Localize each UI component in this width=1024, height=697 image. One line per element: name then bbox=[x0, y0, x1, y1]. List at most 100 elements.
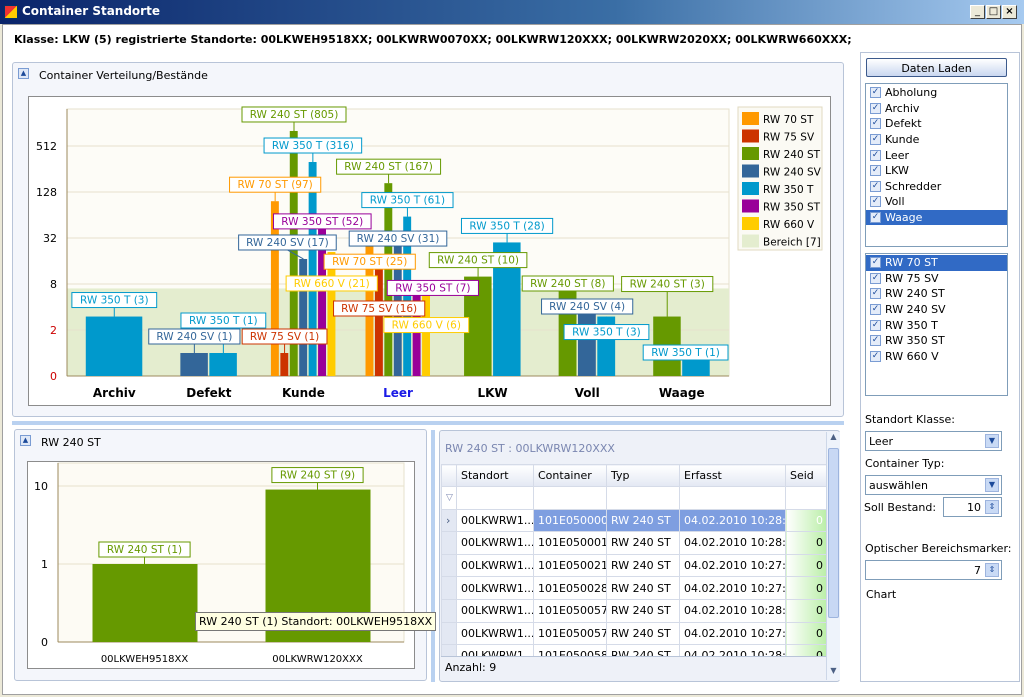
location-item[interactable]: ✓ Abholung bbox=[866, 85, 1007, 101]
column-header-typ[interactable]: Typ bbox=[606, 464, 680, 487]
location-item[interactable]: ✓ Schredder bbox=[866, 179, 1007, 195]
checkbox-icon[interactable]: ✓ bbox=[870, 350, 881, 362]
filter-row[interactable]: ▽ bbox=[441, 486, 826, 510]
cell-standort[interactable]: 00LKWRW1... bbox=[456, 508, 534, 533]
type-item[interactable]: ✓ RW 75 SV bbox=[866, 271, 1007, 287]
checkbox-icon[interactable]: ✓ bbox=[870, 134, 881, 146]
checkbox-icon[interactable]: ✓ bbox=[870, 87, 881, 99]
type-checklist[interactable]: ✓ RW 70 ST ✓ RW 75 SV ✓ RW 240 ST ✓ RW 240 SV ✓ R… bbox=[865, 253, 1008, 396]
collapse-icon[interactable]: ▲ bbox=[20, 435, 31, 446]
table-row[interactable]: 00LKWRW1...101E0500016RW 240 ST04.02.201… bbox=[441, 531, 826, 555]
type-item[interactable]: ✓ RW 70 ST bbox=[866, 255, 1007, 271]
cell-seid[interactable]: 0 bbox=[785, 621, 826, 646]
standort-klasse-select[interactable]: Leer ▼ bbox=[865, 431, 1002, 451]
chevron-down-icon[interactable]: ▼ bbox=[985, 434, 999, 448]
checkbox-icon[interactable]: ✓ bbox=[870, 118, 881, 130]
cell-container[interactable]: 101E0500016 bbox=[533, 531, 607, 555]
table-row[interactable]: 00LKWRW1...101E0500571RW 240 ST04.02.201… bbox=[441, 598, 826, 623]
row-indicator[interactable] bbox=[441, 644, 457, 656]
cell-container[interactable]: 101E0500575 bbox=[533, 621, 607, 646]
cell-container[interactable]: 101E0500571 bbox=[533, 598, 607, 623]
checkbox-icon[interactable]: ✓ bbox=[870, 335, 881, 347]
table-row[interactable]: 00LKWRW1...101E0500575RW 240 ST04.02.201… bbox=[441, 621, 826, 646]
cell-typ[interactable]: RW 240 ST bbox=[606, 598, 680, 623]
checkbox-icon[interactable]: ✓ bbox=[870, 165, 881, 177]
checkbox-icon[interactable]: ✓ bbox=[870, 272, 881, 284]
scroll-down-icon[interactable]: ▼ bbox=[830, 666, 837, 675]
checkbox-icon[interactable]: ✓ bbox=[870, 149, 881, 161]
location-item[interactable]: ✓ Defekt bbox=[866, 116, 1007, 132]
table-row[interactable]: 00LKWRW1...101E0500218RW 240 ST04.02.201… bbox=[441, 553, 826, 578]
checkbox-icon[interactable]: ✓ bbox=[870, 212, 881, 224]
collapse-icon[interactable]: ▲ bbox=[18, 68, 29, 79]
location-item[interactable]: ✓ Voll bbox=[866, 194, 1007, 210]
filter-icon[interactable]: ▽ bbox=[441, 486, 457, 510]
type-item[interactable]: ✓ RW 240 SV bbox=[866, 302, 1007, 318]
cell-container[interactable]: 101E0500003 bbox=[533, 508, 607, 533]
location-item[interactable]: ✓ Leer bbox=[866, 147, 1007, 163]
checkbox-icon[interactable]: ✓ bbox=[870, 196, 881, 208]
location-item[interactable]: ✓ LKW bbox=[866, 163, 1007, 179]
row-indicator[interactable] bbox=[441, 621, 457, 646]
cell-erfasst[interactable]: 04.02.2010 10:28:54 bbox=[679, 598, 786, 623]
cell-seid[interactable]: 0 bbox=[785, 531, 826, 555]
checkbox-icon[interactable]: ✓ bbox=[870, 257, 881, 269]
type-item[interactable]: ✓ RW 350 T bbox=[866, 317, 1007, 333]
checkbox-icon[interactable]: ✓ bbox=[870, 102, 881, 114]
cell-standort[interactable]: 00LKWRW1... bbox=[456, 621, 534, 646]
cell-erfasst[interactable]: 04.02.2010 10:28:58 bbox=[679, 644, 786, 656]
cell-seid[interactable]: 0 bbox=[785, 576, 826, 600]
cell-standort[interactable]: 00LKWRW1... bbox=[456, 598, 534, 623]
checkbox-icon[interactable]: ✓ bbox=[870, 180, 881, 192]
location-checklist[interactable]: ✓ Abholung ✓ Archiv ✓ Defekt ✓ Kunde ✓ Leer ✓ LKW ✓ S… bbox=[865, 83, 1008, 247]
type-item[interactable]: ✓ RW 240 ST bbox=[866, 286, 1007, 302]
maximize-button[interactable]: □ bbox=[986, 5, 1001, 19]
scroll-up-icon[interactable]: ▲ bbox=[830, 432, 837, 441]
spinner-icon[interactable]: ⇕ bbox=[985, 500, 999, 514]
column-header-erfasst[interactable]: Erfasst bbox=[679, 464, 786, 487]
row-indicator[interactable]: › bbox=[441, 508, 457, 533]
table-row[interactable]: ›00LKWRW1...101E0500003RW 240 ST04.02.20… bbox=[441, 508, 826, 533]
type-item[interactable]: ✓ RW 350 ST bbox=[866, 333, 1007, 349]
grid-scrollbar[interactable]: ▲ ▼ bbox=[826, 432, 840, 680]
column-header-seid[interactable]: Seid bbox=[785, 464, 826, 487]
table-row[interactable]: 00LKWRW1...101E0500285RW 240 ST04.02.201… bbox=[441, 576, 826, 600]
cell-container[interactable]: 101E0500587 bbox=[533, 644, 607, 656]
minimize-button[interactable]: _ bbox=[970, 5, 985, 19]
cell-erfasst[interactable]: 04.02.2010 10:28:57 bbox=[679, 531, 786, 555]
row-indicator[interactable] bbox=[441, 576, 457, 600]
cell-erfasst[interactable]: 04.02.2010 10:27:17 bbox=[679, 553, 786, 578]
cell-standort[interactable]: 00LKWRW1... bbox=[456, 576, 534, 600]
cell-standort[interactable]: 00LKWRW1... bbox=[456, 644, 534, 656]
cell-seid[interactable]: 0 bbox=[785, 508, 826, 533]
checkbox-icon[interactable]: ✓ bbox=[870, 304, 881, 316]
spinner-icon[interactable]: ⇕ bbox=[985, 563, 999, 577]
vertical-splitter[interactable] bbox=[431, 430, 435, 682]
cell-container[interactable]: 101E0500218 bbox=[533, 553, 607, 578]
location-item[interactable]: ✓ Kunde bbox=[866, 132, 1007, 148]
cell-typ[interactable]: RW 240 ST bbox=[606, 508, 680, 533]
table-row[interactable]: 00LKWRW1...101E0500587RW 240 ST04.02.201… bbox=[441, 644, 826, 656]
location-item[interactable]: ✓ Waage bbox=[866, 209, 1007, 226]
horizontal-splitter[interactable] bbox=[12, 421, 844, 425]
cell-standort[interactable]: 00LKWRW1... bbox=[456, 531, 534, 555]
container-typ-select[interactable]: auswählen ▼ bbox=[865, 475, 1002, 495]
chevron-down-icon[interactable]: ▼ bbox=[985, 478, 999, 492]
cell-typ[interactable]: RW 240 ST bbox=[606, 576, 680, 600]
column-header-standort[interactable]: Standort bbox=[456, 464, 534, 487]
checkbox-icon[interactable]: ✓ bbox=[870, 288, 881, 300]
location-item[interactable]: ✓ Archiv bbox=[866, 101, 1007, 117]
row-indicator[interactable] bbox=[441, 598, 457, 623]
checkbox-icon[interactable]: ✓ bbox=[870, 319, 881, 331]
cell-typ[interactable]: RW 240 ST bbox=[606, 621, 680, 646]
type-item[interactable]: ✓ RW 660 V bbox=[866, 349, 1007, 365]
column-header-container[interactable]: Container bbox=[533, 464, 607, 487]
cell-typ[interactable]: RW 240 ST bbox=[606, 553, 680, 578]
cell-typ[interactable]: RW 240 ST bbox=[606, 644, 680, 656]
row-indicator[interactable] bbox=[441, 553, 457, 578]
cell-typ[interactable]: RW 240 ST bbox=[606, 531, 680, 555]
daten-laden-button[interactable]: Daten Laden bbox=[866, 58, 1007, 77]
row-indicator[interactable] bbox=[441, 531, 457, 555]
cell-seid[interactable]: 0 bbox=[785, 644, 826, 656]
cell-erfasst[interactable]: 04.02.2010 10:28:59 bbox=[679, 508, 786, 533]
